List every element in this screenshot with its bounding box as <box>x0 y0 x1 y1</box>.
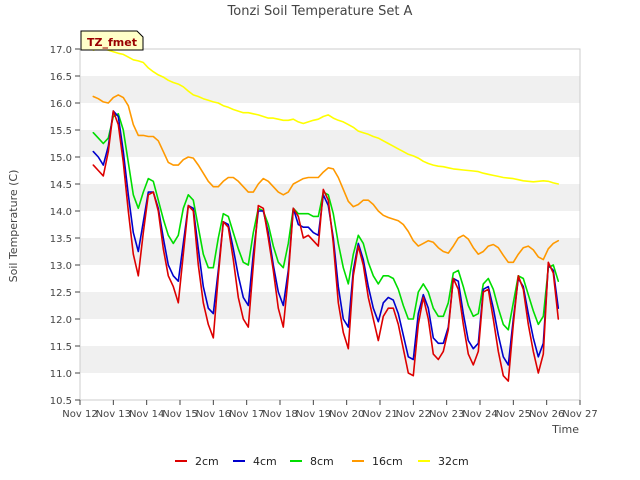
annotation-box-shape <box>80 30 144 51</box>
x-tick-label: Nov 21 <box>362 409 397 420</box>
y-tick-label: 17.0 <box>50 45 72 56</box>
legend-label-2cm: 2cm <box>195 455 219 468</box>
chart-title: Tonzi Soil Temperature Set A <box>227 4 413 19</box>
x-tick-label: Nov 26 <box>529 409 564 420</box>
x-tick-label: Nov 25 <box>496 409 531 420</box>
x-tick-label: Nov 22 <box>396 409 431 420</box>
y-tick-label: 16.0 <box>50 99 72 110</box>
x-tick-label: Nov 24 <box>462 409 497 420</box>
x-tick-label: Nov 27 <box>562 409 597 420</box>
x-tick-label: Nov 13 <box>96 409 131 420</box>
grid-band <box>80 319 580 346</box>
grid-band <box>80 157 580 184</box>
y-tick-label: 16.5 <box>50 72 72 83</box>
y-tick-label: 15.5 <box>50 126 72 137</box>
series-line-2cm <box>92 110 560 382</box>
y-tick-label: 14.0 <box>50 207 72 218</box>
annotation-box: TZ_fmet <box>80 30 144 51</box>
y-tick-label: 13.0 <box>50 261 72 272</box>
grid-band <box>80 76 580 103</box>
grid-bands <box>80 49 580 400</box>
legend: 2cm 4cm 8cm 16cm 32cm <box>175 455 469 468</box>
grid-band <box>80 373 580 400</box>
series-line-16cm <box>92 94 560 264</box>
y-tick-label: 11.0 <box>50 369 72 380</box>
x-tick-label: Nov 15 <box>162 409 197 420</box>
series-layer <box>92 48 560 382</box>
y-axis-ticks: 10.5 11.0 11.5 12.0 12.5 13.0 13.5 14.0 14.5 15.0… <box>50 45 80 407</box>
y-axis-label: Soil Temperature (C) <box>7 170 20 283</box>
legend-label-32cm: 32cm <box>438 455 469 468</box>
y-tick-label: 14.5 <box>50 180 72 191</box>
grid-band <box>80 292 580 319</box>
y-tick-label: 13.5 <box>50 234 72 245</box>
annotation-label: TZ_fmet <box>87 36 137 49</box>
y-tick-label: 12.5 <box>50 288 72 299</box>
grid-band <box>80 49 580 76</box>
x-axis-label: Time <box>551 423 579 436</box>
x-tick-label: Nov 16 <box>196 409 231 420</box>
y-tick-label: 15.0 <box>50 153 72 164</box>
x-tick-label: Nov 14 <box>129 409 164 420</box>
y-tick-label: 10.5 <box>50 396 72 407</box>
grid-band <box>80 130 580 157</box>
grid-band <box>80 346 580 373</box>
y-tick-label: 11.5 <box>50 342 72 353</box>
x-tick-label: Nov 20 <box>329 409 364 420</box>
grid-band <box>80 184 580 211</box>
grid-band <box>80 238 580 265</box>
y-tick-label: 12.0 <box>50 315 72 326</box>
legend-label-16cm: 16cm <box>372 455 403 468</box>
series-line-32cm <box>92 48 560 185</box>
x-tick-label: Nov 23 <box>429 409 464 420</box>
plot-area <box>79 48 581 401</box>
x-tick-label: Nov 12 <box>62 409 97 420</box>
x-tick-label: Nov 18 <box>262 409 297 420</box>
legend-label-4cm: 4cm <box>253 455 277 468</box>
x-tick-label: Nov 19 <box>296 409 331 420</box>
grid-band <box>80 265 580 292</box>
legend-label-8cm: 8cm <box>310 455 334 468</box>
x-tick-label: Nov 17 <box>229 409 264 420</box>
